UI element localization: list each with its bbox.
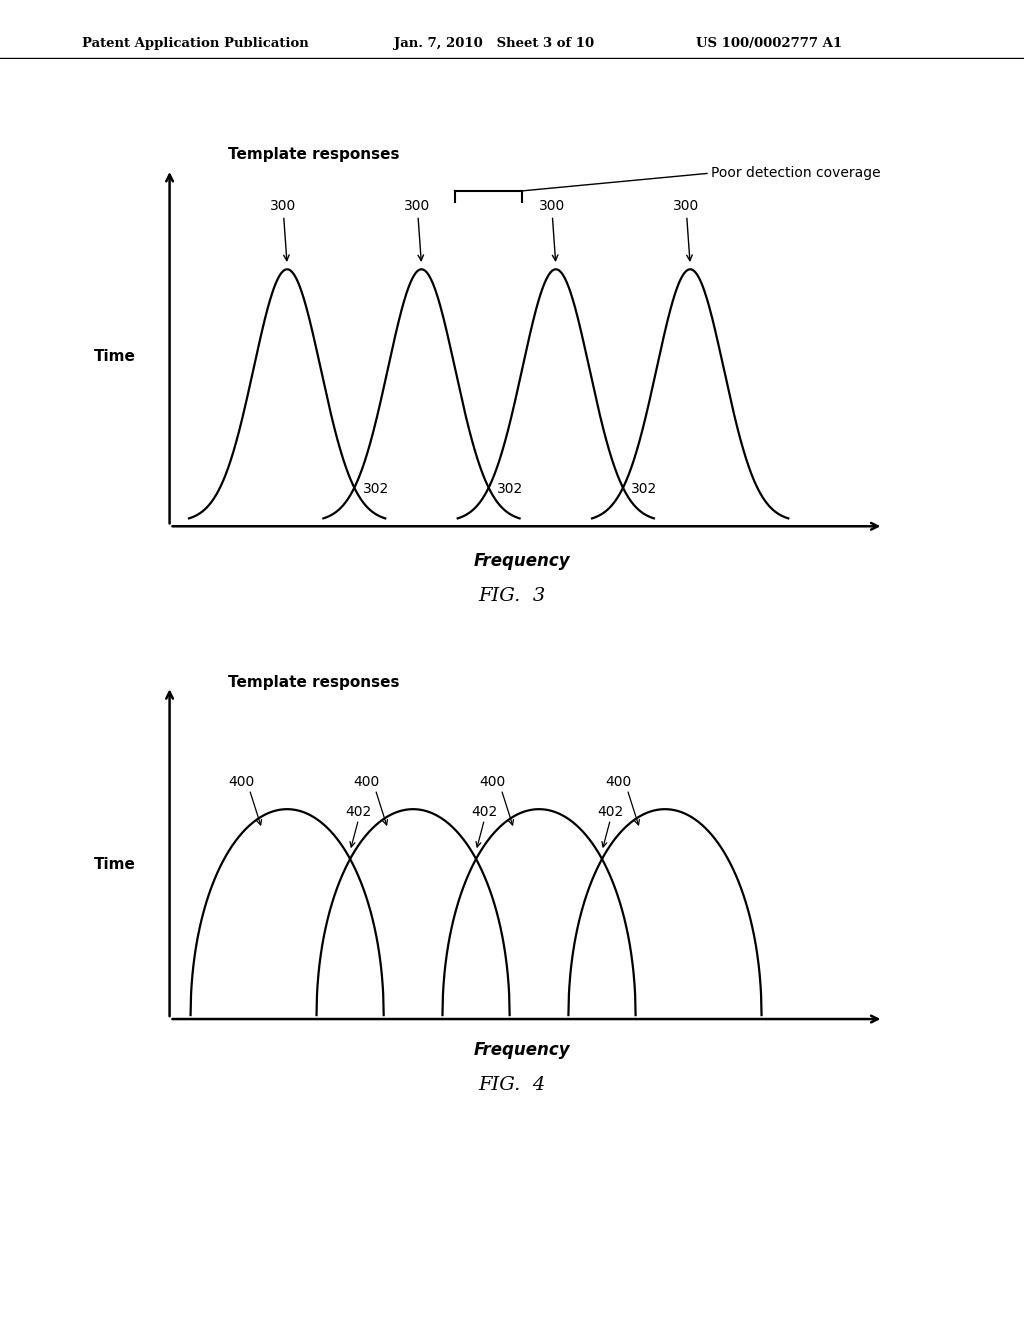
Text: 400: 400 (227, 775, 254, 789)
Text: 300: 300 (269, 198, 296, 260)
Text: Frequency: Frequency (474, 552, 570, 570)
Text: Poor detection coverage: Poor detection coverage (711, 166, 881, 181)
Text: 302: 302 (362, 482, 389, 496)
Text: Frequency: Frequency (474, 1040, 570, 1059)
Text: Time: Time (94, 348, 136, 364)
Text: FIG.  4: FIG. 4 (478, 1076, 546, 1094)
Text: 402: 402 (597, 805, 624, 820)
Text: 300: 300 (404, 198, 430, 260)
Text: FIG.  3: FIG. 3 (478, 587, 546, 606)
Text: 302: 302 (632, 482, 657, 496)
Text: Template responses: Template responses (228, 148, 399, 162)
Text: Template responses: Template responses (228, 675, 399, 689)
Text: Time: Time (94, 857, 136, 873)
Text: 400: 400 (353, 775, 380, 789)
Text: 402: 402 (471, 805, 498, 820)
Text: US 100/0002777 A1: US 100/0002777 A1 (696, 37, 843, 50)
Text: 300: 300 (673, 198, 699, 260)
Text: 302: 302 (497, 482, 523, 496)
Text: Patent Application Publication: Patent Application Publication (82, 37, 308, 50)
Text: Jan. 7, 2010   Sheet 3 of 10: Jan. 7, 2010 Sheet 3 of 10 (394, 37, 594, 50)
Text: 400: 400 (479, 775, 506, 789)
Text: 300: 300 (539, 198, 565, 260)
Text: 402: 402 (345, 805, 372, 820)
Text: 400: 400 (605, 775, 632, 789)
